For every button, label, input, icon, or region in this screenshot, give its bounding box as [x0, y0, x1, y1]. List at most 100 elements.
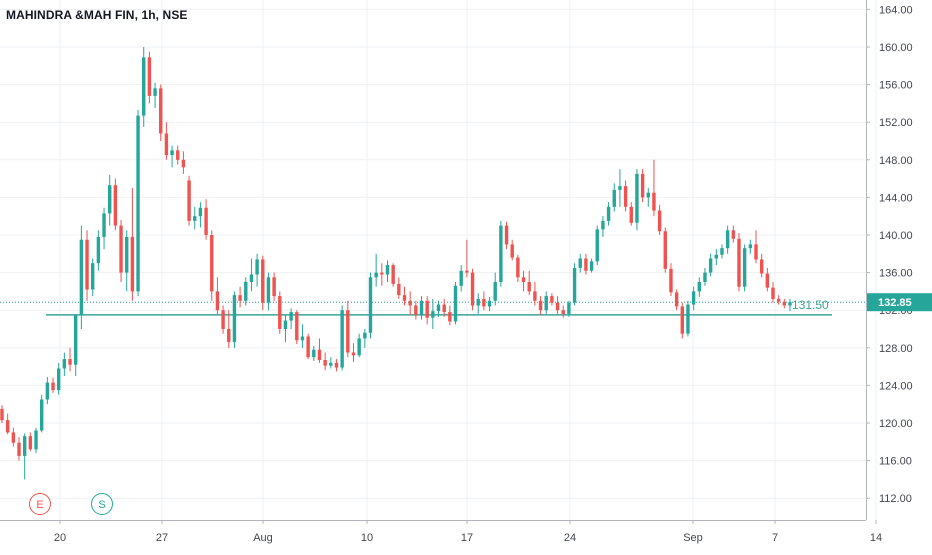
candle: [368, 272, 373, 339]
y-tick-label: 160.00: [879, 42, 913, 54]
candle: [510, 239, 514, 261]
candle-body: [385, 265, 390, 275]
candle-body: [391, 265, 395, 284]
candle-body: [754, 244, 758, 260]
candle: [323, 352, 327, 371]
event-marker-circle: [91, 493, 113, 515]
candle: [431, 298, 435, 329]
candle: [45, 376, 50, 405]
candle: [351, 343, 356, 362]
candle: [391, 263, 395, 287]
candle: [720, 244, 724, 259]
candle-body: [606, 206, 611, 221]
candle-body: [130, 236, 135, 292]
x-tick-label: Sep: [683, 532, 703, 544]
candle-body: [408, 300, 412, 306]
candle: [465, 239, 469, 278]
y-tick-label: 140.00: [879, 230, 913, 242]
candle-body: [714, 254, 719, 259]
candle: [504, 221, 509, 250]
candle-body: [493, 282, 497, 301]
candle-body: [351, 352, 356, 356]
candle: [640, 169, 645, 203]
candle-body: [572, 267, 577, 303]
candle: [102, 207, 106, 250]
candle-body: [306, 336, 310, 358]
candle: [198, 202, 203, 228]
last-price-badge-bg: [867, 293, 932, 312]
candle: [39, 394, 44, 433]
candle-body: [363, 332, 367, 339]
candle-body: [73, 314, 78, 365]
candle-body: [125, 236, 129, 273]
candle: [527, 270, 531, 296]
y-tick-label: 156.00: [879, 80, 913, 92]
candle-body: [266, 277, 271, 303]
candle: [176, 145, 180, 165]
candle-body: [238, 295, 242, 301]
candle-body: [17, 442, 21, 456]
event-marker-circle: [29, 493, 51, 515]
candle-body: [538, 300, 543, 311]
candle-body: [425, 300, 429, 318]
candle: [272, 272, 276, 301]
candle-body: [68, 359, 72, 365]
candle: [584, 253, 588, 275]
candle: [612, 183, 616, 212]
candle: [68, 347, 72, 372]
candle: [708, 253, 713, 277]
symbol-name: MAHINDRA &MAH FIN: [6, 8, 135, 22]
candle: [28, 432, 33, 452]
candle: [782, 298, 787, 309]
candle: [79, 225, 84, 329]
candle: [108, 174, 112, 226]
candle-body: [255, 259, 259, 275]
candle-body: [159, 88, 163, 134]
candle-body: [691, 291, 696, 305]
x-tick-label: Aug: [253, 532, 273, 544]
candle: [425, 296, 429, 325]
candle-body: [623, 186, 628, 207]
candle-body: [283, 320, 288, 329]
candle: [703, 267, 707, 286]
candle: [493, 272, 497, 306]
candle: [635, 169, 639, 231]
candle: [136, 109, 140, 297]
candle-body: [788, 302, 792, 306]
candle-body: [776, 298, 781, 302]
candle: [295, 310, 299, 345]
x-tick-label: 10: [361, 532, 373, 544]
candle-body: [278, 296, 282, 329]
candle: [618, 169, 622, 207]
candle-body: [170, 150, 174, 156]
candle-body: [45, 382, 50, 400]
candle-body: [374, 272, 378, 278]
candle: [96, 230, 101, 271]
chart-title: MAHINDRA &MAH FIN, 1h, NSE: [6, 8, 188, 22]
candle: [283, 314, 288, 343]
candle: [482, 291, 486, 311]
candle: [317, 338, 322, 363]
candle-body: [244, 282, 248, 301]
candle: [159, 84, 163, 141]
candle: [646, 188, 650, 207]
candle: [17, 437, 21, 461]
candle: [731, 225, 736, 243]
candle-body: [482, 298, 486, 307]
candle: [147, 51, 152, 104]
candle: [385, 260, 390, 282]
candle: [397, 277, 401, 299]
candle: [300, 324, 305, 348]
candle-body: [368, 277, 373, 333]
y-tick-label: 124.00: [879, 380, 913, 392]
last-price-value: 132.85: [878, 297, 912, 309]
candle: [714, 249, 719, 266]
candle: [657, 204, 662, 235]
candle: [227, 310, 231, 348]
candle: [408, 291, 412, 315]
candle-body: [589, 261, 594, 271]
candle-body: [317, 349, 322, 361]
candle: [244, 277, 248, 306]
